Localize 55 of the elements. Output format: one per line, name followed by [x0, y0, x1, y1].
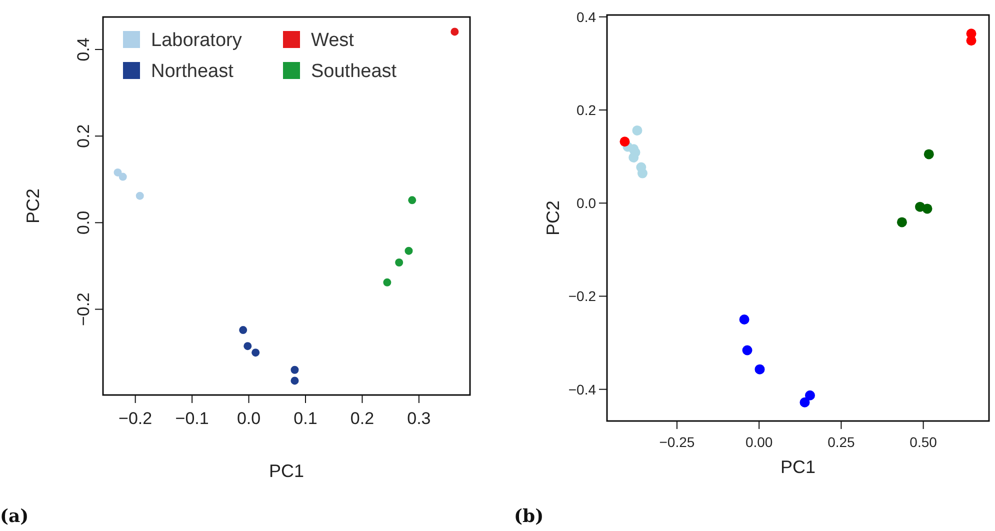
x-axis-title: PC1	[268, 461, 304, 481]
legend-label: Northeast	[151, 61, 234, 82]
point	[114, 168, 122, 176]
y-tick-label: −0.2	[568, 288, 596, 304]
point	[239, 326, 248, 334]
y-tick-label: 0.2	[74, 124, 93, 148]
x-tick-label: 0.0	[236, 409, 261, 428]
legend-label: Laboratory	[151, 30, 242, 51]
point	[804, 390, 815, 400]
x-tick-label: 0.2	[350, 409, 374, 428]
point	[252, 348, 260, 357]
legend-label: Southeast	[311, 61, 398, 82]
point	[620, 136, 630, 147]
point	[896, 217, 907, 228]
y-tick-label: −0.2	[74, 292, 93, 326]
point	[404, 246, 413, 255]
point	[637, 168, 648, 178]
y-axis-title: PC2	[23, 188, 43, 224]
x-tick-label: −0.25	[659, 434, 695, 450]
point	[290, 366, 299, 374]
y-tick-label: 0.4	[74, 38, 93, 62]
point	[450, 28, 459, 36]
text: (b)	[514, 506, 544, 527]
y-tick-label: 0.0	[576, 195, 596, 212]
point	[383, 278, 392, 286]
x-tick-label: −0.2	[118, 409, 152, 428]
point	[966, 36, 976, 46]
y-tick-label: 0.2	[576, 102, 596, 118]
x-tick-label: 0.50	[910, 434, 938, 450]
point	[136, 192, 144, 200]
x-tick-label: 0.3	[407, 409, 431, 428]
point	[408, 196, 416, 204]
point	[800, 397, 810, 408]
point	[244, 342, 252, 350]
legend-label: West	[311, 30, 355, 51]
text: (a)	[0, 506, 29, 527]
point	[754, 364, 765, 374]
point	[632, 125, 642, 136]
point	[742, 345, 752, 356]
point	[290, 376, 299, 385]
x-tick-label: 0.00	[745, 434, 773, 450]
point	[628, 152, 639, 162]
y-tick-label: 0.4	[576, 8, 596, 25]
point	[924, 149, 934, 160]
point	[739, 314, 750, 324]
x-tick-label: 0.1	[294, 409, 318, 428]
x-axis-title: PC1	[780, 457, 816, 477]
x-tick-label: −0.1	[175, 409, 209, 428]
y-tick-label: 0.0	[74, 210, 93, 234]
y-axis-title: PC2	[543, 200, 563, 236]
point	[922, 204, 932, 214]
x-tick-label: 0.25	[828, 434, 856, 450]
point	[395, 258, 404, 266]
y-tick-label: −0.4	[568, 381, 596, 398]
point	[118, 172, 127, 181]
